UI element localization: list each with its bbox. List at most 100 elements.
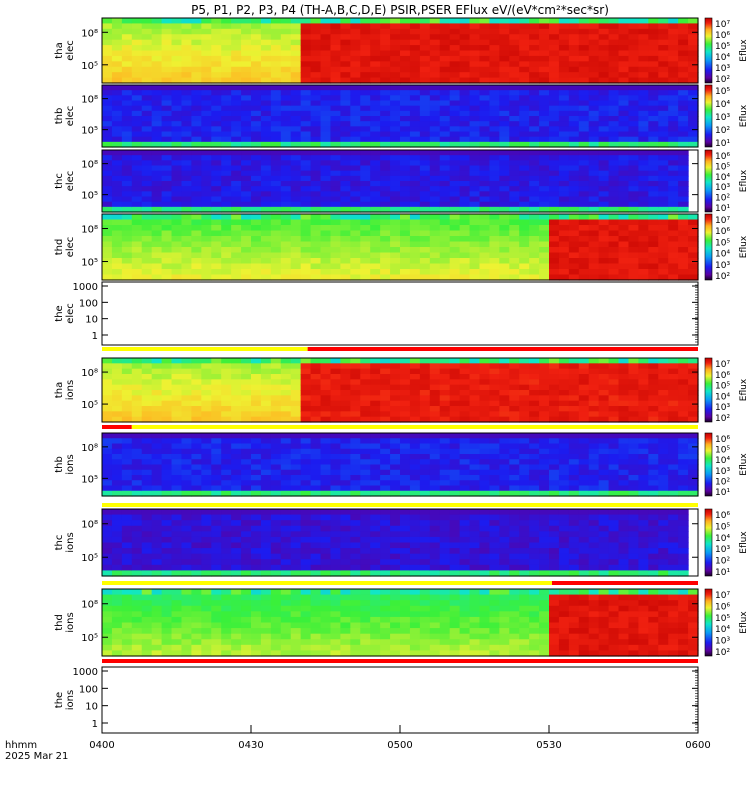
heatmap-cell: [111, 55, 123, 62]
heatmap-cell: [201, 464, 212, 471]
heatmap-cell: [340, 559, 351, 566]
heatmap-cell: [171, 155, 183, 161]
heatmap-cell: [111, 448, 123, 455]
heatmap-cell: [648, 39, 659, 46]
heatmap-cell: [688, 247, 699, 254]
panel-ylabel: elec: [65, 40, 76, 61]
heatmap-cell: [131, 150, 143, 156]
heatmap-cell: [181, 269, 192, 276]
heatmap-cell: [300, 553, 312, 560]
heatmap-cell: [161, 514, 173, 521]
heatmap-cell: [191, 379, 202, 386]
heatmap-cell: [181, 230, 192, 237]
heatmap-cell: [578, 77, 590, 84]
heatmap-cell: [111, 241, 123, 248]
heatmap-cell: [270, 358, 282, 364]
heatmap-cell: [390, 368, 401, 375]
heatmap-cell: [558, 23, 570, 30]
heatmap-cell: [310, 136, 322, 143]
heatmap-cell: [509, 469, 520, 476]
heatmap-cell: [549, 150, 560, 156]
heatmap-cell: [678, 258, 689, 265]
heatmap-cell: [628, 110, 639, 117]
heatmap-cell: [201, 247, 212, 254]
heatmap-cell: [539, 72, 550, 79]
heatmap-cell: [509, 95, 520, 102]
heatmap-cell: [419, 95, 431, 102]
heatmap-cell: [409, 131, 421, 138]
heatmap-cell: [419, 531, 431, 538]
heatmap-cell: [688, 395, 699, 402]
heatmap-cell: [171, 448, 183, 455]
heatmap-cell: [469, 514, 481, 521]
heatmap-cell: [469, 448, 481, 455]
heatmap-cell: [400, 201, 411, 208]
heatmap-cell: [529, 150, 540, 156]
heatmap-cell: [221, 525, 232, 532]
heatmap-cell: [131, 136, 143, 143]
heatmap-cell: [380, 136, 391, 143]
heatmap-cell: [111, 191, 123, 198]
heatmap-cell: [320, 411, 332, 418]
heatmap-cell: [648, 395, 659, 402]
heatmap-cell: [201, 77, 212, 84]
heatmap-cell: [429, 196, 441, 203]
heatmap-cell: [419, 241, 431, 248]
heatmap-cell: [578, 95, 590, 102]
heatmap-cell: [419, 236, 431, 243]
heatmap-cell: [618, 443, 630, 450]
heatmap-cell: [568, 230, 580, 237]
heatmap-cell: [618, 230, 630, 237]
heatmap-cell: [678, 263, 689, 270]
heatmap-cell: [241, 443, 252, 450]
heatmap-cell: [539, 28, 550, 35]
heatmap-cell: [330, 116, 341, 122]
heatmap-cell: [529, 18, 540, 25]
heatmap-cell: [459, 520, 471, 527]
heatmap-cell: [678, 379, 689, 386]
heatmap-cell: [231, 61, 242, 68]
heatmap-cell: [141, 454, 153, 460]
heatmap-cell: [211, 90, 222, 96]
heatmap-cell: [499, 570, 510, 577]
heatmap-cell: [688, 406, 699, 412]
heatmap-cell: [449, 416, 461, 423]
heatmap-cell: [102, 531, 113, 538]
heatmap-cell: [370, 95, 381, 102]
heatmap-cell: [211, 454, 222, 460]
heatmap-cell: [370, 390, 381, 396]
heatmap-cell: [191, 553, 202, 560]
heatmap-cell: [658, 438, 669, 445]
heatmap-cell: [489, 443, 500, 450]
heatmap-cell: [549, 160, 560, 167]
panel-frame: [101, 149, 699, 213]
heatmap-cell: [489, 459, 500, 466]
heatmap-cell: [141, 448, 153, 455]
heatmap-cell: [241, 395, 252, 402]
heatmap-cell: [668, 263, 679, 270]
heatmap-cell: [409, 61, 421, 68]
heatmap-cell: [221, 165, 232, 172]
heatmap-cell: [102, 50, 113, 57]
heatmap-cell: [419, 150, 431, 156]
heatmap-cell: [479, 85, 490, 91]
heatmap-cell: [678, 34, 689, 41]
heatmap-cell: [340, 411, 351, 418]
heatmap-cell: [290, 61, 302, 68]
heatmap-cell: [549, 400, 560, 407]
heatmap-cell: [260, 155, 272, 161]
heatmap-cell: [598, 464, 610, 471]
heatmap-cell: [549, 165, 560, 172]
heatmap-cell: [598, 459, 610, 466]
heatmap-cell: [330, 34, 341, 41]
panel-ylabel: thb: [54, 108, 65, 125]
heatmap-cell: [688, 411, 699, 418]
heatmap-cell: [300, 28, 312, 35]
heatmap-cell: [260, 45, 272, 52]
heatmap-cell: [340, 252, 351, 259]
heatmap-cell: [529, 55, 540, 62]
heatmap-cell: [479, 206, 490, 213]
heatmap-cell: [350, 469, 361, 476]
heatmap-cell: [380, 175, 391, 182]
